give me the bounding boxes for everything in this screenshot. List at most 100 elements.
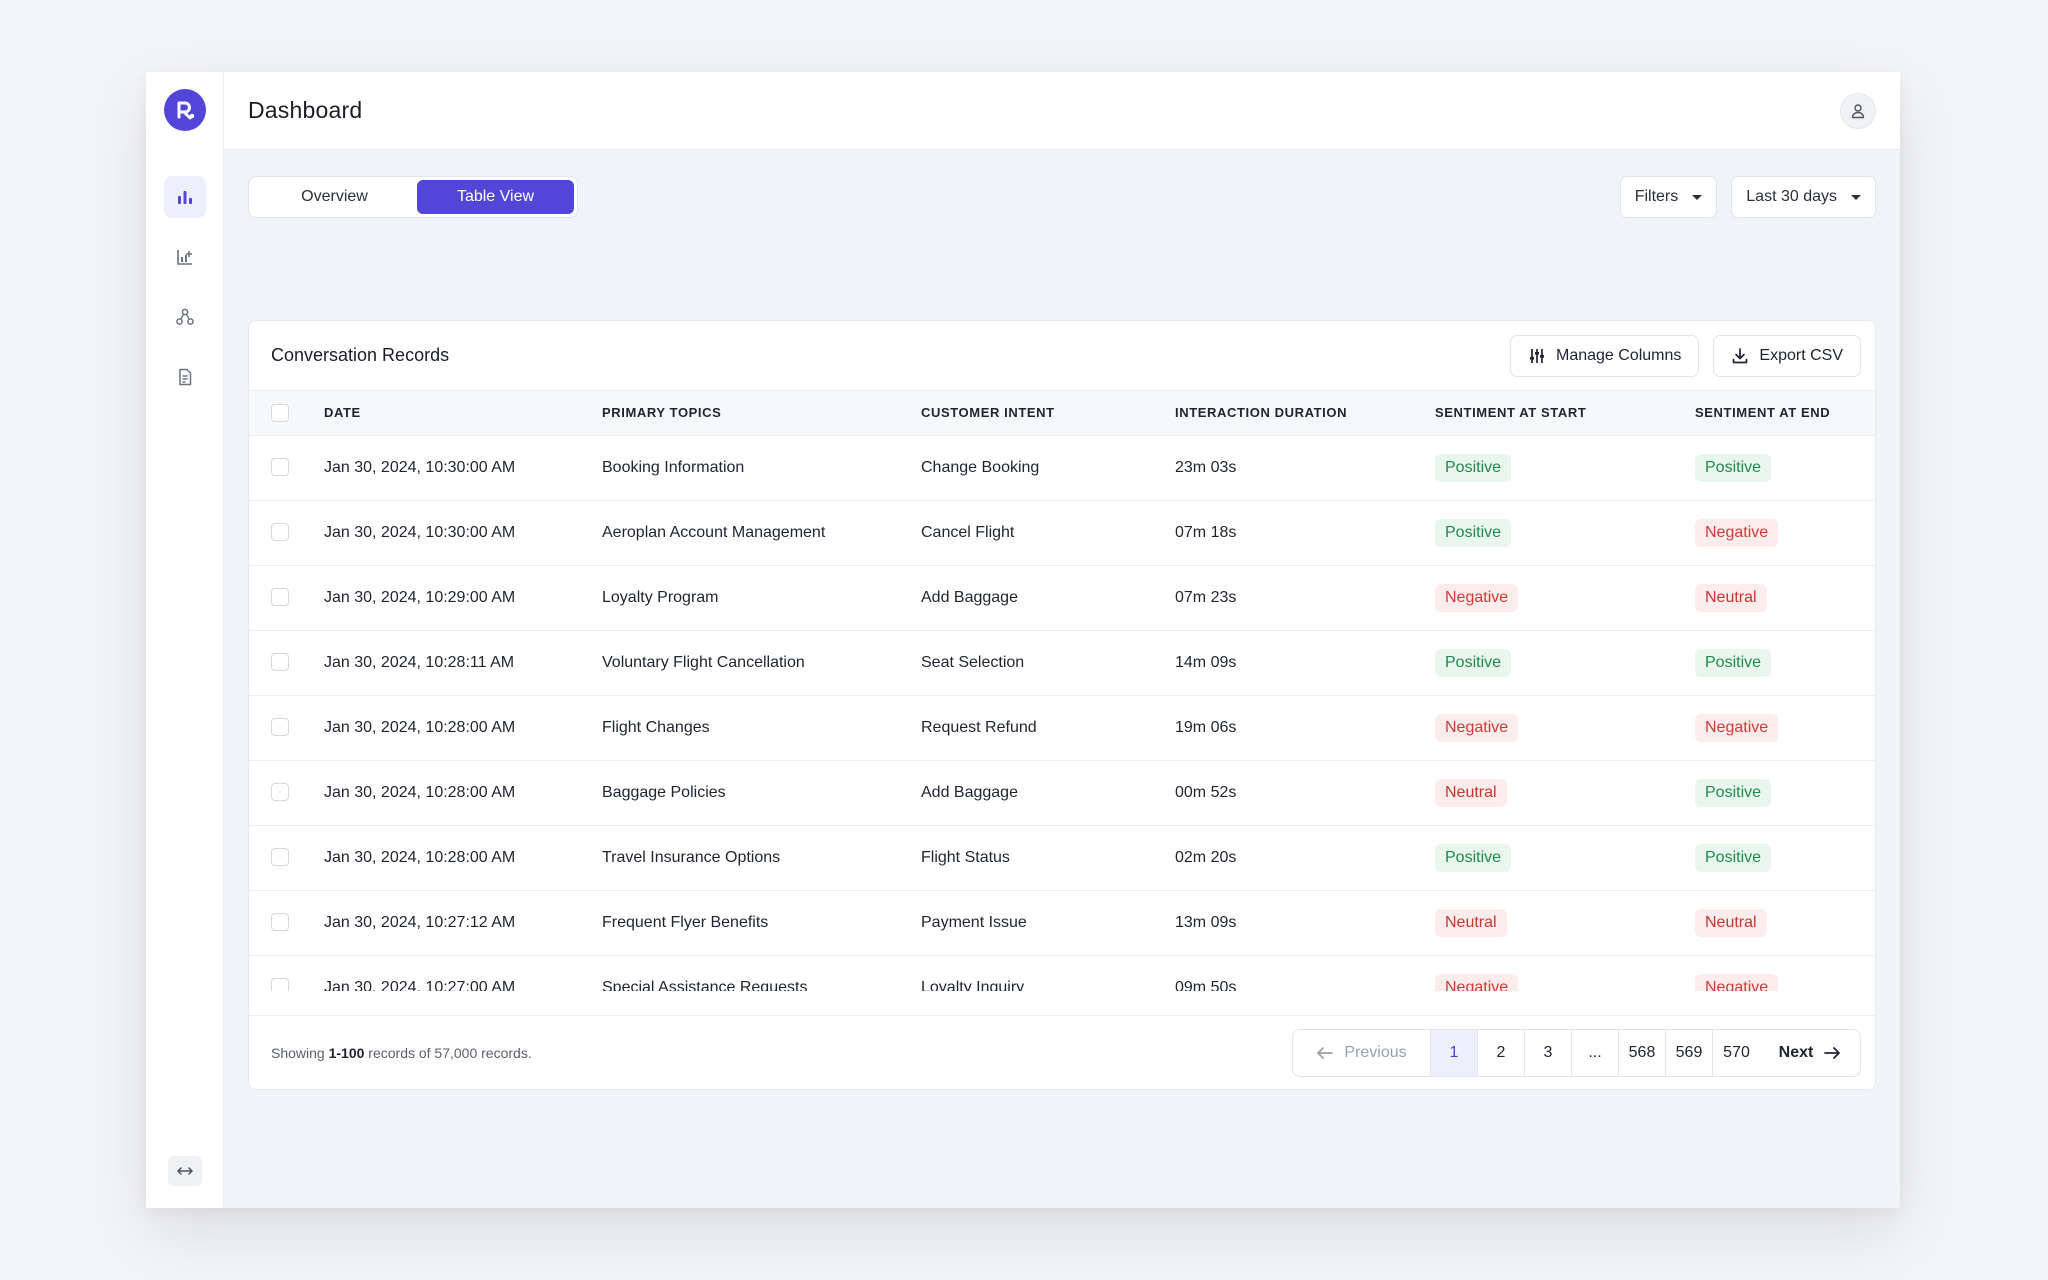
select-all-checkbox[interactable] [271,403,289,422]
cell-primary-topic: Baggage Policies [602,760,921,826]
cell-date: Jan 30, 2024, 10:29:00 AM [324,565,602,631]
cell-sentiment-start: Positive [1435,435,1695,501]
cell-sentiment-start: Positive [1435,630,1695,696]
row-checkbox[interactable] [271,588,289,607]
row-checkbox-cell [249,825,324,891]
nodes-icon[interactable] [164,296,206,338]
cell-customer-intent: Payment Issue [921,890,1175,956]
table-row[interactable]: Jan 30, 2024, 10:30:00 AM Aeroplan Accoun… [249,500,1875,566]
cell-date: Jan 30, 2024, 10:28:00 AM [324,760,602,826]
sentiment-badge: Neutral [1695,908,1767,937]
cell-customer-intent: Request Refund [921,695,1175,761]
row-checkbox[interactable] [271,718,289,737]
table-row[interactable]: Jan 30, 2024, 10:27:12 AM Frequent Flyer … [249,890,1875,956]
next-page-button[interactable]: Next [1760,1030,1860,1076]
sentiment-badge: Positive [1695,778,1772,807]
column-header-interaction-duration[interactable]: INTERACTION DURATION [1175,391,1435,436]
bar-chart-icon[interactable] [164,176,206,218]
table-row[interactable]: Jan 30, 2024, 10:30:00 AM Booking Informa… [249,435,1875,501]
cell-customer-intent: Change Booking [921,435,1175,501]
user-icon[interactable] [1840,92,1876,129]
sentiment-badge: Positive [1435,453,1512,482]
cell-primary-topic: Frequent Flyer Benefits [602,890,921,956]
cell-sentiment-end: Negative [1695,500,1875,566]
cell-sentiment-start: Positive [1435,825,1695,891]
main-area: Dashboard Overview Table View Filters La… [224,72,1900,1208]
cell-date: Jan 30, 2024, 10:27:12 AM [324,890,602,956]
table-row[interactable]: Jan 30, 2024, 10:28:00 AM Baggage Policie… [249,760,1875,826]
cell-primary-topic: Special Assistance Requests [602,955,921,991]
column-header-customer-intent[interactable]: CUSTOMER INTENT [921,391,1175,436]
sidebar [146,72,224,1208]
export-csv-button[interactable]: Export CSV [1713,334,1861,377]
row-checkbox[interactable] [271,653,289,672]
column-header-primary-topics[interactable]: PRIMARY TOPICS [602,391,921,436]
filters-dropdown[interactable]: Filters [1619,176,1718,218]
table-row[interactable]: Jan 30, 2024, 10:29:00 AM Loyalty Program… [249,565,1875,631]
sentiment-badge: Positive [1695,843,1772,872]
date-range-label: Last 30 days [1746,188,1837,205]
column-header-date[interactable]: DATE [324,391,602,436]
card-footer: Showing 1-100 records of 57,000 records.… [249,1015,1875,1089]
sentiment-badge: Negative [1695,973,1779,991]
row-checkbox[interactable] [271,458,289,477]
column-header-sentiment-end[interactable]: SENTIMENT AT END [1695,391,1875,436]
cell-customer-intent: Cancel Flight [921,500,1175,566]
sentiment-badge: Neutral [1695,583,1767,612]
cell-duration: 00m 52s [1175,760,1435,826]
page-button[interactable]: 1 [1431,1029,1478,1076]
toolbar: Overview Table View Filters Last 30 days [248,176,1876,218]
chart-add-icon[interactable] [164,236,206,278]
sentiment-badge: Negative [1435,583,1519,612]
summary-range: 1-100 [328,1044,365,1061]
filters-label: Filters [1634,188,1679,205]
expand-horizontal-icon[interactable] [168,1156,202,1186]
row-checkbox-cell [249,890,324,956]
row-checkbox[interactable] [271,978,289,991]
table-row[interactable]: Jan 30, 2024, 10:28:00 AM Flight Changes R… [249,695,1875,761]
cell-duration: 09m 50s [1175,955,1435,991]
row-checkbox[interactable] [271,523,289,542]
cell-date: Jan 30, 2024, 10:30:00 AM [324,500,602,566]
cell-duration: 02m 20s [1175,825,1435,891]
card-header: Conversation Records Manage Columns Expo… [249,321,1875,391]
cell-sentiment-end: Neutral [1695,890,1875,956]
row-checkbox-cell [249,760,324,826]
card-title: Conversation Records [271,345,450,365]
table-row[interactable]: Jan 30, 2024, 10:27:00 AM Special Assista… [249,955,1875,991]
row-checkbox[interactable] [271,783,289,802]
manage-columns-button[interactable]: Manage Columns [1510,334,1700,377]
document-icon[interactable] [164,356,206,398]
page-button[interactable]: 2 [1478,1029,1525,1076]
row-checkbox[interactable] [271,848,289,867]
cell-customer-intent: Add Baggage [921,565,1175,631]
cell-sentiment-start: Neutral [1435,760,1695,826]
summary-suffix: records of 57,000 records. [364,1044,532,1061]
page-button[interactable]: 570 [1723,1043,1750,1061]
tab-overview[interactable]: Overview [301,188,368,205]
date-range-dropdown[interactable]: Last 30 days [1731,176,1876,218]
cell-sentiment-start: Neutral [1435,890,1695,956]
table-row[interactable]: Jan 30, 2024, 10:28:00 AM Travel Insuranc… [249,825,1875,891]
column-header-sentiment-start[interactable]: SENTIMENT AT START [1435,391,1695,436]
cell-duration: 14m 09s [1175,630,1435,696]
table-header-row: DATE PRIMARY TOPICS CUSTOMER INTENT INTE… [249,391,1875,436]
cell-duration: 13m 09s [1175,890,1435,956]
sentiment-badge: Positive [1695,648,1772,677]
table-row[interactable]: Jan 30, 2024, 10:28:11 AM Voluntary Fligh… [249,630,1875,696]
cell-primary-topic: Aeroplan Account Management [602,500,921,566]
brand-logo-icon[interactable] [164,89,206,131]
tab-table-view[interactable]: Table View [417,180,574,214]
cell-primary-topic: Booking Information [602,435,921,501]
page-button[interactable]: 3 [1525,1029,1572,1076]
previous-page-button[interactable]: Previous [1293,1029,1431,1076]
row-checkbox[interactable] [271,913,289,932]
cell-customer-intent: Add Baggage [921,760,1175,826]
page-button[interactable]: 568 [1619,1029,1666,1076]
next-label: Next [1778,1043,1814,1061]
records-card: Conversation Records Manage Columns Expo… [248,320,1876,1090]
cell-date: Jan 30, 2024, 10:28:00 AM [324,695,602,761]
arrow-left-icon [1317,1046,1334,1059]
table-scroll-area[interactable]: DATE PRIMARY TOPICS CUSTOMER INTENT INTE… [249,391,1875,991]
page-button[interactable]: 569 [1666,1029,1713,1076]
